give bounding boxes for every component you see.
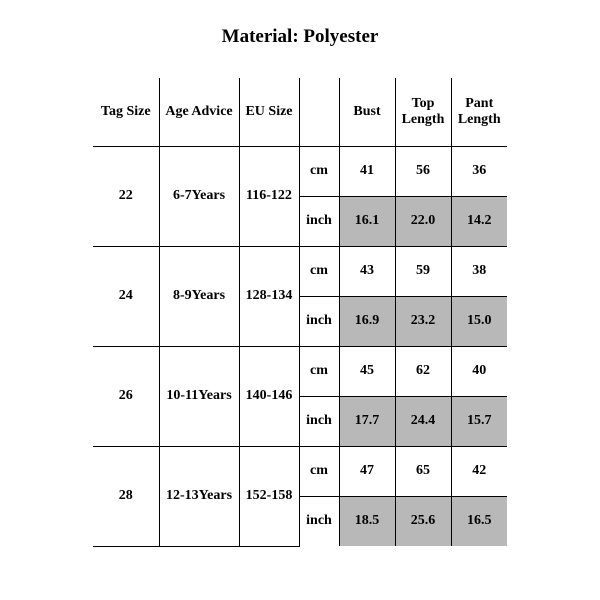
cell-age: 8-9Years [159,246,239,346]
cell-pant: 15.0 [451,296,507,346]
cell-unit: inch [299,296,339,346]
col-top-length: Top Length [395,78,451,146]
cell-top: 65 [395,446,451,496]
material-title: Material: Polyester [0,26,600,48]
cell-age: 10-11Years [159,346,239,446]
col-tag-size: Tag Size [93,78,159,146]
cell-pant: 14.2 [451,196,507,246]
col-age-advice: Age Advice [159,78,239,146]
col-pant-length: Pant Length [451,78,507,146]
col-bust: Bust [339,78,395,146]
cell-tag-size: 22 [93,146,159,246]
cell-age: 6-7Years [159,146,239,246]
cell-tag-size: 24 [93,246,159,346]
table-row: 24 8-9Years 128-134 cm 43 59 38 [93,246,507,296]
cell-tag-size: 26 [93,346,159,446]
cell-pant: 16.5 [451,496,507,546]
cell-bust: 16.1 [339,196,395,246]
cell-top: 22.0 [395,196,451,246]
cell-unit: inch [299,496,339,546]
table-header-row: Tag Size Age Advice EU Size Bust Top Len… [93,78,507,146]
cell-top: 24.4 [395,396,451,446]
cell-unit: cm [299,446,339,496]
table-row: 26 10-11Years 140-146 cm 45 62 40 [93,346,507,396]
cell-pant: 38 [451,246,507,296]
cell-bust: 41 [339,146,395,196]
cell-tag-size: 28 [93,446,159,546]
cell-bust: 47 [339,446,395,496]
cell-pant: 36 [451,146,507,196]
cell-bust: 45 [339,346,395,396]
cell-eu: 116-122 [239,146,299,246]
cell-top: 56 [395,146,451,196]
table-row: 22 6-7Years 116-122 cm 41 56 36 [93,146,507,196]
cell-pant: 42 [451,446,507,496]
cell-bust: 16.9 [339,296,395,346]
col-unit [299,78,339,146]
cell-unit: inch [299,396,339,446]
page: Material: Polyester Tag Size Age Advice … [0,0,600,600]
col-eu-size: EU Size [239,78,299,146]
cell-bust: 43 [339,246,395,296]
cell-unit: cm [299,346,339,396]
cell-bust: 18.5 [339,496,395,546]
size-table: Tag Size Age Advice EU Size Bust Top Len… [93,78,507,547]
cell-top: 62 [395,346,451,396]
cell-age: 12-13Years [159,446,239,546]
table-row: 28 12-13Years 152-158 cm 47 65 42 [93,446,507,496]
cell-pant: 40 [451,346,507,396]
cell-unit: inch [299,196,339,246]
cell-top: 59 [395,246,451,296]
cell-unit: cm [299,246,339,296]
cell-eu: 128-134 [239,246,299,346]
cell-pant: 15.7 [451,396,507,446]
cell-eu: 140-146 [239,346,299,446]
cell-eu: 152-158 [239,446,299,546]
cell-top: 25.6 [395,496,451,546]
cell-unit: cm [299,146,339,196]
cell-bust: 17.7 [339,396,395,446]
cell-top: 23.2 [395,296,451,346]
